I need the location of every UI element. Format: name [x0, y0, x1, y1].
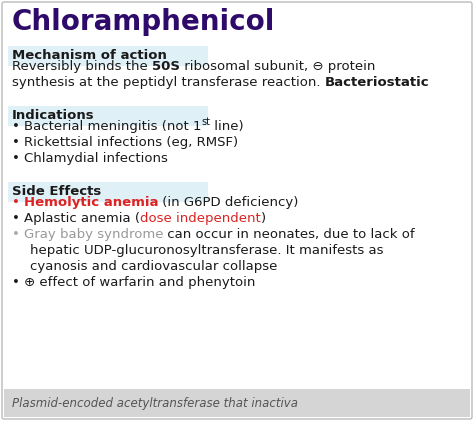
Text: •: •: [12, 228, 20, 241]
Text: •: •: [12, 212, 20, 225]
Text: ): ): [261, 212, 266, 225]
Bar: [8, 106, 208, 126]
Text: •: •: [12, 120, 20, 133]
Text: dose independent: dose independent: [140, 212, 261, 225]
Text: Bacteriostatic: Bacteriostatic: [325, 76, 429, 89]
Text: 50S: 50S: [152, 60, 180, 73]
Text: •: •: [12, 136, 20, 149]
Text: Mechanism of action: Mechanism of action: [12, 49, 167, 62]
Text: Gray baby syndrome: Gray baby syndrome: [24, 228, 164, 241]
Text: (in G6PD deficiency): (in G6PD deficiency): [158, 196, 299, 209]
Bar: [4, 389, 470, 417]
Text: Hemolytic anemia: Hemolytic anemia: [24, 196, 158, 209]
Text: •: •: [12, 276, 20, 289]
Text: Plasmid-encoded acetyltransferase that inactiva: Plasmid-encoded acetyltransferase that i…: [12, 397, 298, 410]
Text: st: st: [201, 117, 210, 127]
Text: ⊕ effect of warfarin and phenytoin: ⊕ effect of warfarin and phenytoin: [24, 276, 255, 289]
Text: Side Effects: Side Effects: [12, 185, 101, 198]
Text: Chloramphenicol: Chloramphenicol: [12, 8, 275, 36]
Text: hepatic UDP-glucuronosyltransferase. It manifests as: hepatic UDP-glucuronosyltransferase. It …: [30, 244, 383, 257]
Text: cyanosis and cardiovascular collapse: cyanosis and cardiovascular collapse: [30, 260, 277, 273]
Text: can occur in neonates, due to lack of: can occur in neonates, due to lack of: [164, 228, 415, 241]
Text: Bacterial meningitis (not 1: Bacterial meningitis (not 1: [24, 120, 201, 133]
Text: •: •: [12, 152, 20, 165]
Text: Chlamydial infections: Chlamydial infections: [24, 152, 168, 165]
Text: Reversibly binds the: Reversibly binds the: [12, 60, 152, 73]
Bar: [8, 182, 208, 202]
Text: synthesis at the peptidyl transferase reaction.: synthesis at the peptidyl transferase re…: [12, 76, 325, 89]
Bar: [8, 46, 208, 66]
Text: line): line): [210, 120, 244, 133]
Text: ribosomal subunit, ⊖ protein: ribosomal subunit, ⊖ protein: [180, 60, 375, 73]
Text: •: •: [12, 196, 20, 209]
Text: Aplastic anemia (: Aplastic anemia (: [24, 212, 140, 225]
Text: Rickettsial infections (eg, RMSF): Rickettsial infections (eg, RMSF): [24, 136, 238, 149]
Text: Indications: Indications: [12, 109, 95, 122]
